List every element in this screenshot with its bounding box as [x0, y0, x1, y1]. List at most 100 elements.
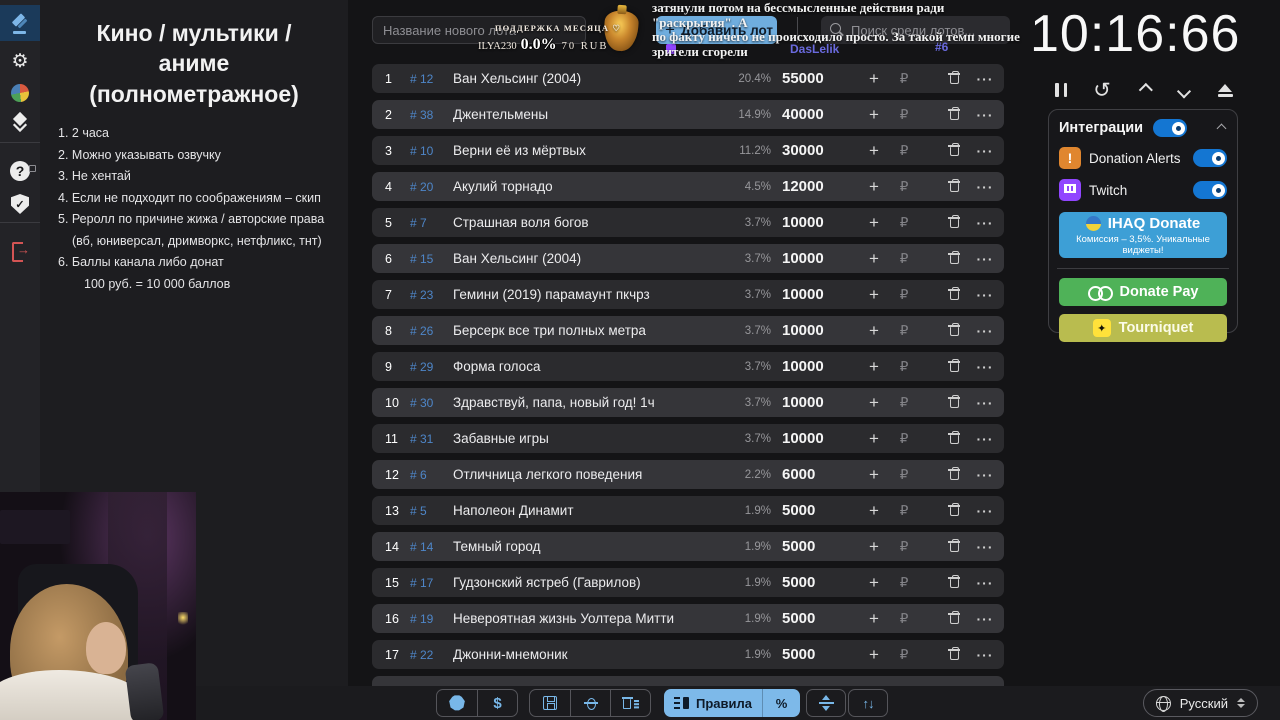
- bug-report-button[interactable]: [570, 690, 610, 716]
- add-amount-button[interactable]: +: [869, 356, 879, 376]
- add-amount-button[interactable]: +: [869, 572, 879, 592]
- add-amount-button[interactable]: +: [869, 608, 879, 628]
- subtract-time-button[interactable]: [1171, 80, 1197, 100]
- lot-menu-icon[interactable]: ···: [976, 502, 994, 519]
- delete-lot-icon[interactable]: [948, 359, 960, 373]
- lot-title[interactable]: Ван Хельсинг (2004): [453, 251, 582, 266]
- ruble-button[interactable]: ₽: [899, 502, 909, 518]
- table-row[interactable]: 16 # 19 Невероятная жизнь Уолтера Митти …: [372, 604, 1004, 633]
- lot-amount[interactable]: 5000: [782, 574, 816, 591]
- lot-title[interactable]: Темный город: [453, 539, 541, 554]
- sidebar-item-auction[interactable]: [0, 7, 40, 39]
- rules-toggle-button[interactable]: Правила: [664, 689, 762, 717]
- clear-lots-button[interactable]: [610, 690, 650, 716]
- save-button[interactable]: [530, 690, 570, 716]
- table-row[interactable]: 8 # 26 Берсерк все три полных метра 3.7%…: [372, 316, 1004, 345]
- ruble-button[interactable]: ₽: [899, 466, 909, 482]
- delete-lot-icon[interactable]: [948, 467, 960, 481]
- table-row[interactable]: 11 # 31 Забавные игры 3.7% 10000 + ₽ ···: [372, 424, 1004, 453]
- collapse-chevron-icon[interactable]: [1216, 123, 1227, 133]
- lot-amount[interactable]: 5000: [782, 538, 816, 555]
- lot-menu-icon[interactable]: ···: [976, 610, 994, 627]
- lot-amount[interactable]: 10000: [782, 394, 824, 411]
- ruble-button[interactable]: ₽: [899, 142, 909, 158]
- delete-lot-icon[interactable]: [948, 431, 960, 445]
- lot-menu-icon[interactable]: ···: [976, 646, 994, 663]
- ruble-button[interactable]: ₽: [899, 286, 909, 302]
- lot-title[interactable]: Наполеон Динамит: [453, 503, 574, 518]
- table-row[interactable]: 17 # 22 Джонни-мнемоник 1.9% 5000 + ₽ ··…: [372, 640, 1004, 669]
- lot-amount[interactable]: 10000: [782, 322, 824, 339]
- ruble-button[interactable]: ₽: [899, 430, 909, 446]
- delete-lot-icon[interactable]: [948, 539, 960, 553]
- donate-button[interactable]: $: [477, 690, 517, 716]
- add-amount-button[interactable]: +: [869, 536, 879, 556]
- lot-menu-icon[interactable]: ···: [976, 70, 994, 87]
- table-row[interactable]: 6 # 15 Ван Хельсинг (2004) 3.7% 10000 + …: [372, 244, 1004, 273]
- sidebar-item-help[interactable]: ?: [0, 155, 40, 187]
- lot-title[interactable]: Акулий торнадо: [453, 179, 553, 194]
- lot-amount[interactable]: 10000: [782, 358, 824, 375]
- lot-title[interactable]: Ван Хельсинг (2004): [453, 71, 582, 86]
- max-time-button[interactable]: [1212, 80, 1238, 100]
- ruble-button[interactable]: ₽: [899, 538, 909, 554]
- add-amount-button[interactable]: +: [869, 140, 879, 160]
- lot-menu-icon[interactable]: ···: [976, 142, 994, 159]
- ihaq-donate-button[interactable]: IHAQ Donate Комиссия – 3,5%. Уникальные …: [1059, 212, 1227, 258]
- add-amount-button[interactable]: +: [869, 104, 879, 124]
- table-row[interactable]: 7 # 23 Гемини (2019) парамаунт пкчрз 3.7…: [372, 280, 1004, 309]
- lot-amount[interactable]: 6000: [782, 466, 816, 483]
- donate-pay-button[interactable]: Donate Pay: [1059, 278, 1227, 306]
- add-amount-button[interactable]: +: [869, 248, 879, 268]
- delete-lot-icon[interactable]: [948, 71, 960, 85]
- add-amount-button[interactable]: +: [869, 500, 879, 520]
- table-row[interactable]: 4 # 20 Акулий торнадо 4.5% 12000 + ₽ ···: [372, 172, 1004, 201]
- ruble-button[interactable]: ₽: [899, 250, 909, 266]
- sidebar-item-logout[interactable]: →: [0, 234, 40, 266]
- lot-menu-icon[interactable]: ···: [976, 430, 994, 447]
- delete-lot-icon[interactable]: [948, 611, 960, 625]
- reset-timer-button[interactable]: ↺: [1093, 78, 1111, 102]
- pause-button[interactable]: [1048, 80, 1074, 100]
- lot-menu-icon[interactable]: ···: [976, 538, 994, 555]
- add-amount-button[interactable]: +: [869, 464, 879, 484]
- delete-lot-icon[interactable]: [948, 107, 960, 121]
- delete-lot-icon[interactable]: [948, 575, 960, 589]
- donation-alerts-toggle[interactable]: [1193, 149, 1227, 167]
- lot-title[interactable]: Форма голоса: [453, 359, 541, 374]
- lot-menu-icon[interactable]: ···: [976, 466, 994, 483]
- delete-lot-icon[interactable]: [948, 395, 960, 409]
- lot-title[interactable]: Забавные игры: [453, 431, 549, 446]
- lot-title[interactable]: Берсерк все три полных метра: [453, 323, 646, 338]
- delete-lot-icon[interactable]: [948, 323, 960, 337]
- language-selector[interactable]: Русский: [1142, 689, 1258, 717]
- lot-amount[interactable]: 40000: [782, 106, 824, 123]
- lot-title[interactable]: Невероятная жизнь Уолтера Митти: [453, 611, 675, 626]
- add-amount-button[interactable]: +: [869, 320, 879, 340]
- integrations-master-toggle[interactable]: [1153, 119, 1188, 137]
- add-amount-button[interactable]: +: [869, 212, 879, 232]
- lot-title[interactable]: Отличница легкого поведения: [453, 467, 643, 482]
- ruble-button[interactable]: ₽: [899, 574, 909, 590]
- delete-lot-icon[interactable]: [948, 179, 960, 193]
- lot-menu-icon[interactable]: ···: [976, 178, 994, 195]
- sidebar-item-safety[interactable]: ✓: [0, 188, 40, 220]
- sidebar-item-settings[interactable]: ⚙: [0, 45, 40, 77]
- lot-amount[interactable]: 12000: [782, 178, 824, 195]
- ruble-button[interactable]: ₽: [899, 106, 909, 122]
- table-row[interactable]: 15 # 17 Гудзонский ястреб (Гаврилов) 1.9…: [372, 568, 1004, 597]
- lot-menu-icon[interactable]: ···: [976, 574, 994, 591]
- lot-amount[interactable]: 5000: [782, 646, 816, 663]
- lot-menu-icon[interactable]: ···: [976, 106, 994, 123]
- search-input[interactable]: [851, 22, 1027, 38]
- add-amount-button[interactable]: +: [869, 68, 879, 88]
- lot-amount[interactable]: 10000: [782, 286, 824, 303]
- add-amount-button[interactable]: +: [869, 392, 879, 412]
- tourniquet-button[interactable]: ✦ Tourniquet: [1059, 314, 1227, 342]
- lot-menu-icon[interactable]: ···: [976, 214, 994, 231]
- lot-title[interactable]: Страшная воля богов: [453, 215, 589, 230]
- ruble-button[interactable]: ₽: [899, 70, 909, 86]
- add-amount-button[interactable]: +: [869, 428, 879, 448]
- table-row[interactable]: 5 # 7 Страшная воля богов 3.7% 10000 + ₽…: [372, 208, 1004, 237]
- ruble-button[interactable]: ₽: [899, 322, 909, 338]
